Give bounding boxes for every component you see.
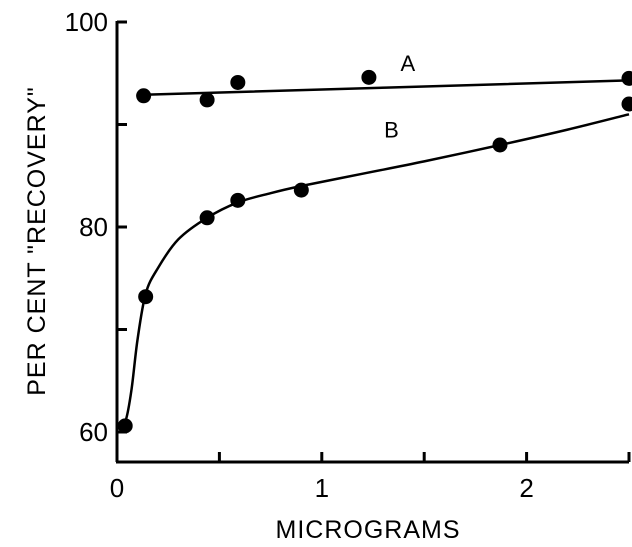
y-axis-title: PER CENT "RECOVERY" — [23, 86, 51, 396]
x-tick-label: 0 — [110, 473, 124, 503]
series-B-point — [492, 137, 508, 153]
series-B-point — [117, 418, 133, 434]
curves — [116, 79, 630, 428]
series-B-curve — [116, 113, 630, 428]
y-tick-label: 80 — [79, 212, 108, 242]
x-ticks: 0 1 2 — [110, 452, 631, 503]
series-B-point — [199, 210, 215, 226]
series-A-label: A — [400, 51, 415, 76]
series-B-label: B — [384, 118, 399, 143]
series-A-point — [361, 69, 377, 85]
series-B-point — [621, 96, 632, 112]
series-A-point — [136, 88, 152, 104]
axes — [115, 21, 629, 464]
series-labels: AB — [384, 51, 415, 143]
x-tick-label: 2 — [519, 473, 533, 503]
y-ticks: 60 80 100 — [65, 7, 127, 447]
series-B-point — [230, 192, 246, 208]
series-B-point — [138, 289, 154, 305]
x-tick-label: 1 — [315, 473, 329, 503]
series-A-point — [621, 70, 632, 86]
y-tick-label: 60 — [79, 417, 108, 447]
series-A-point — [199, 92, 215, 108]
points — [117, 69, 632, 434]
series-B-point — [293, 182, 309, 198]
y-tick-label: 100 — [65, 7, 108, 37]
series-A-point — [230, 74, 246, 90]
series-A-curve — [143, 79, 630, 97]
x-axis-title: MICROGRAMS — [276, 516, 461, 544]
